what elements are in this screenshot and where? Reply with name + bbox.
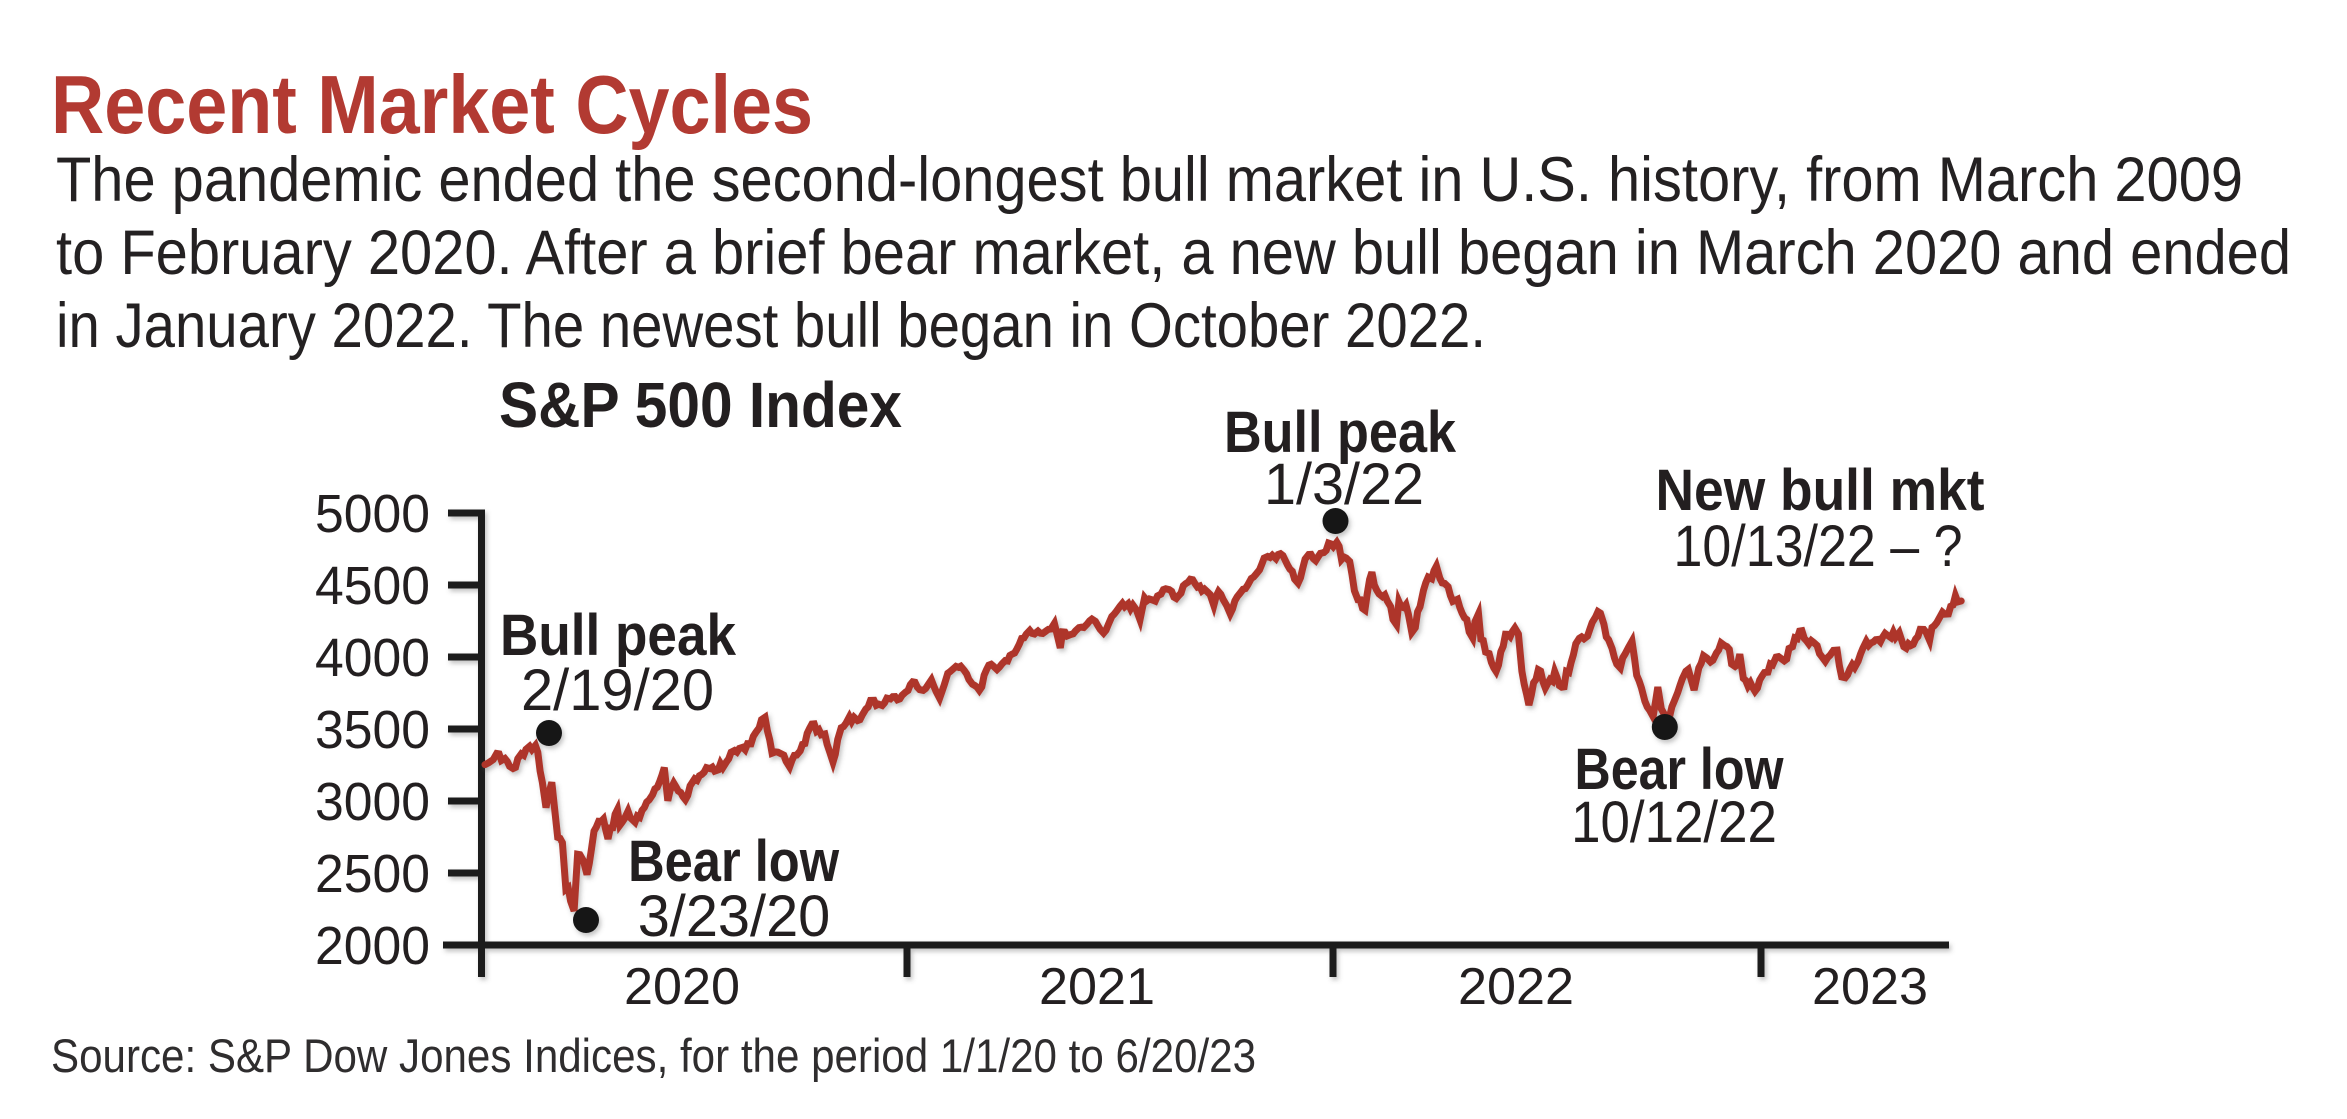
svg-text:Bull peak: Bull peak xyxy=(1224,400,1457,465)
svg-text:2/19/20: 2/19/20 xyxy=(521,658,714,723)
svg-text:2023: 2023 xyxy=(1812,958,1928,1016)
svg-text:S&P 500 Index: S&P 500 Index xyxy=(499,369,902,441)
svg-text:3000: 3000 xyxy=(315,772,430,832)
svg-text:in January 2022. The newest bu: in January 2022. The newest bull began i… xyxy=(56,291,1486,361)
svg-text:2022: 2022 xyxy=(1458,958,1574,1016)
svg-text:2021: 2021 xyxy=(1039,958,1155,1016)
svg-text:to February 2020. After a brie: to February 2020. After a brief bear mar… xyxy=(56,218,2291,288)
svg-text:1/3/22: 1/3/22 xyxy=(1264,452,1424,517)
svg-text:Bear low: Bear low xyxy=(1575,737,1785,802)
svg-text:3500: 3500 xyxy=(315,700,430,760)
svg-text:3/23/20: 3/23/20 xyxy=(638,884,831,949)
svg-text:New bull mkt: New bull mkt xyxy=(1656,458,1985,523)
svg-text:4000: 4000 xyxy=(315,628,430,688)
svg-text:10/13/22 – ?: 10/13/22 – ? xyxy=(1674,514,1963,579)
svg-text:2020: 2020 xyxy=(624,958,740,1016)
svg-text:Recent Market Cycles: Recent Market Cycles xyxy=(51,58,813,151)
svg-text:2500: 2500 xyxy=(315,844,430,904)
svg-text:Source: S&P Dow Jones Indices,: Source: S&P Dow Jones Indices, for the p… xyxy=(51,1029,1256,1082)
svg-text:Bear low: Bear low xyxy=(628,829,840,894)
svg-text:4500: 4500 xyxy=(315,556,430,616)
svg-text:The pandemic ended the second-: The pandemic ended the second-longest bu… xyxy=(56,145,2243,215)
svg-text:Bull peak: Bull peak xyxy=(500,603,737,668)
svg-text:2000: 2000 xyxy=(315,916,430,976)
svg-text:10/12/22: 10/12/22 xyxy=(1571,790,1777,855)
svg-text:5000: 5000 xyxy=(315,484,430,544)
